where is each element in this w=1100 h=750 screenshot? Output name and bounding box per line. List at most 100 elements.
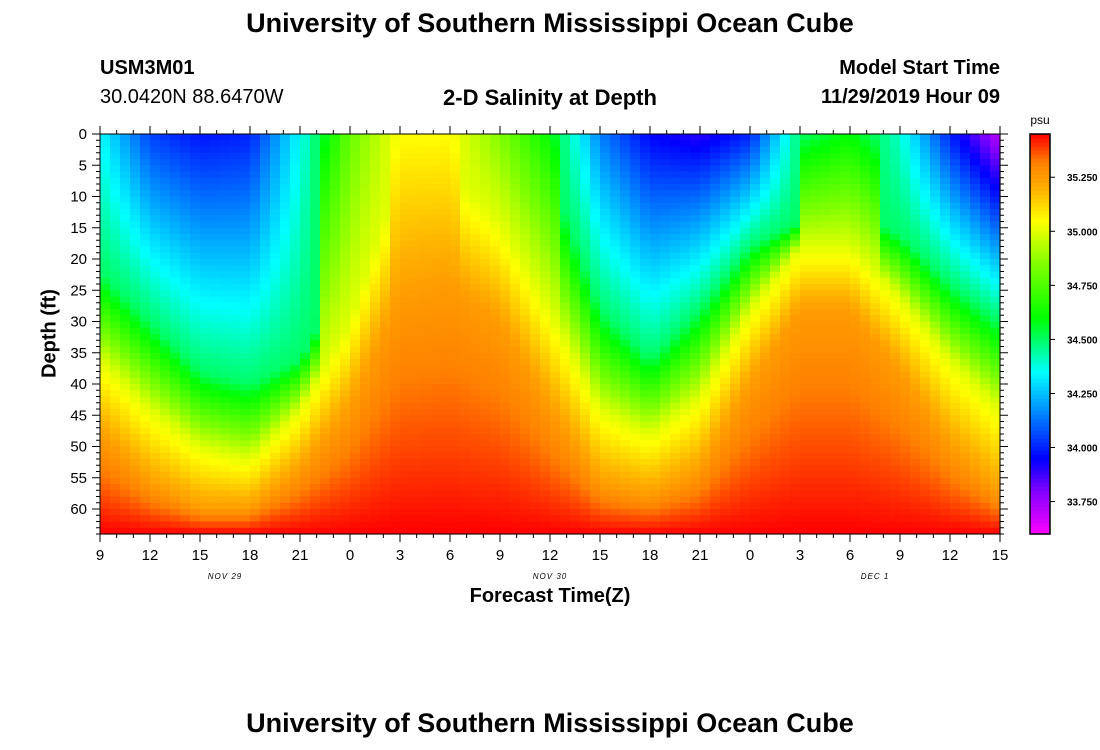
heatmap-cell: [580, 409, 591, 416]
heatmap-cell: [770, 490, 781, 498]
heatmap-cell: [580, 509, 591, 516]
heatmap-cell: [410, 446, 421, 454]
heatmap-cell: [680, 346, 691, 354]
heatmap-cell: [450, 527, 461, 535]
heatmap-cell: [550, 515, 561, 523]
heatmap-cell: [400, 515, 411, 523]
heatmap-cell: [420, 190, 431, 198]
heatmap-cell: [820, 515, 831, 523]
heatmap-cell: [860, 377, 871, 385]
heatmap-cell: [230, 296, 241, 304]
heatmap-cell: [270, 196, 281, 204]
heatmap-cell: [300, 340, 311, 348]
heatmap-cell: [620, 271, 631, 279]
heatmap-cell: [780, 171, 791, 179]
heatmap-cell: [180, 265, 191, 273]
heatmap-cell: [550, 390, 561, 398]
heatmap-cell: [460, 415, 471, 423]
heatmap-cell: [680, 284, 691, 291]
heatmap-cell: [860, 496, 871, 504]
heatmap-cell: [800, 396, 811, 404]
heatmap-cell: [120, 421, 131, 429]
heatmap-cell: [690, 484, 701, 491]
heatmap-cell: [200, 521, 211, 529]
heatmap-cell: [200, 459, 211, 466]
heatmap-cell: [750, 459, 761, 466]
heatmap-cell: [770, 140, 781, 148]
heatmap-cell: [150, 227, 161, 235]
heatmap-cell: [430, 265, 441, 273]
heatmap-cell: [370, 271, 381, 279]
heatmap-cell: [310, 240, 321, 248]
heatmap-cell: [740, 296, 751, 304]
heatmap-cell: [280, 502, 291, 510]
heatmap-cell: [330, 452, 341, 460]
heatmap-cell: [460, 302, 471, 310]
heatmap-cell: [250, 490, 261, 498]
heatmap-cell: [350, 509, 361, 516]
heatmap-cell: [370, 177, 381, 185]
heatmap-cell: [680, 309, 691, 316]
heatmap-cell: [270, 409, 281, 416]
heatmap-cell: [200, 434, 211, 441]
heatmap-cell: [360, 302, 371, 310]
heatmap-cell: [370, 421, 381, 429]
heatmap-cell: [840, 234, 851, 241]
heatmap-cell: [700, 490, 711, 498]
heatmap-cell: [360, 359, 371, 366]
heatmap-cell: [110, 471, 121, 479]
heatmap-cell: [210, 265, 221, 273]
heatmap-cell: [690, 352, 701, 360]
heatmap-cell: [830, 184, 841, 191]
heatmap-cell: [540, 271, 551, 279]
heatmap-cell: [360, 296, 371, 304]
heatmap-cell: [700, 246, 711, 254]
heatmap-cell: [400, 284, 411, 291]
heatmap-cell: [300, 321, 311, 329]
heatmap-cell: [790, 202, 801, 210]
heatmap-cell: [190, 140, 201, 148]
heatmap-cell: [400, 190, 411, 198]
heatmap-cell: [370, 152, 381, 160]
heatmap-cell: [170, 246, 181, 254]
heatmap-cell: [210, 184, 221, 191]
heatmap-cell: [310, 146, 321, 154]
heatmap-cell: [720, 234, 731, 241]
heatmap-cell: [320, 465, 331, 473]
heatmap-cell: [380, 465, 391, 473]
heatmap-cell: [250, 427, 261, 435]
heatmap-cell: [270, 140, 281, 148]
heatmap-cell: [100, 502, 111, 510]
heatmap-cell: [830, 452, 841, 460]
heatmap-cell: [160, 427, 171, 435]
heatmap-cell: [600, 477, 611, 485]
heatmap-cell: [490, 427, 501, 435]
heatmap-cell: [190, 296, 201, 304]
heatmap-cell: [230, 527, 241, 535]
heatmap-cell: [680, 340, 691, 348]
heatmap-cell: [420, 415, 431, 423]
heatmap-cell: [700, 302, 711, 310]
heatmap-cell: [820, 346, 831, 354]
heatmap-cell: [690, 146, 701, 154]
heatmap-cell: [660, 440, 671, 448]
heatmap-cell: [400, 502, 411, 510]
heatmap-cell: [560, 165, 571, 173]
heatmap-cell: [700, 190, 711, 198]
heatmap-cell: [430, 352, 441, 360]
heatmap-cell: [520, 321, 531, 329]
heatmap-cell: [540, 477, 551, 485]
heatmap-cell: [790, 309, 801, 316]
heatmap-cell: [310, 440, 321, 448]
heatmap-cell: [500, 296, 511, 304]
heatmap-cell: [570, 146, 581, 154]
heatmap-cell: [590, 159, 601, 166]
heatmap-cell: [150, 340, 161, 348]
heatmap-cell: [750, 477, 761, 485]
heatmap-cell: [350, 452, 361, 460]
heatmap-cell: [160, 152, 171, 160]
heatmap-cell: [150, 440, 161, 448]
heatmap-cell: [600, 502, 611, 510]
heatmap-cell: [680, 190, 691, 198]
heatmap-cell: [530, 265, 541, 273]
